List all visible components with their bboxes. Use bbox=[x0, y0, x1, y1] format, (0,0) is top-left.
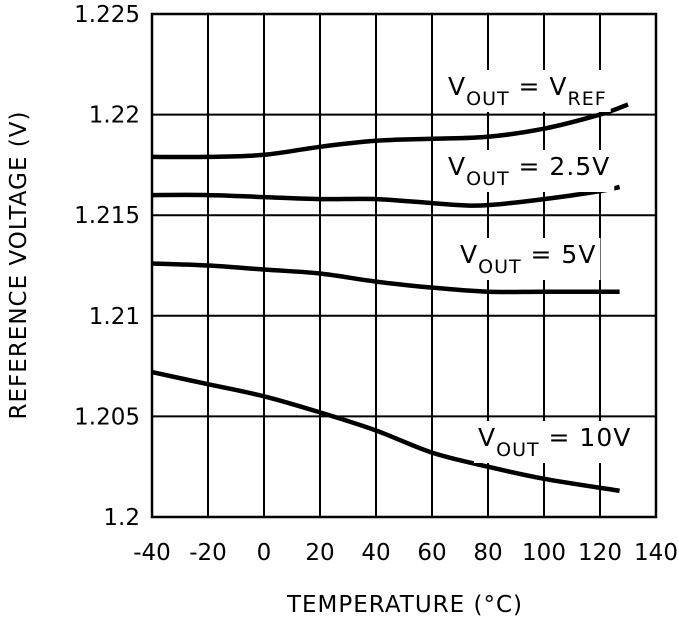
series-label-text: = 2.5V bbox=[510, 152, 611, 181]
series-label: VOUT = 10V​​ bbox=[478, 423, 631, 461]
series-label-text: = 5V bbox=[522, 240, 597, 269]
x-axis-title: TEMPERATURE (°C) bbox=[286, 592, 523, 618]
y-tick-label: 1.21 bbox=[89, 304, 140, 330]
series-labels: VOUT = VREF​VOUT = 2.5V​​VOUT = 5V​​VOUT… bbox=[444, 70, 636, 463]
series-label: VOUT = 2.5V​​ bbox=[448, 152, 610, 190]
y-tick-label: 1.215 bbox=[74, 203, 140, 229]
tick-labels: -40 -20 0 20 40 60 80 100 120 140 1.2 1.205 1.21 1.21… bbox=[74, 2, 678, 566]
series-label-text: V bbox=[478, 423, 496, 452]
series-label-text: V bbox=[448, 152, 466, 181]
x-tick-label: -40 bbox=[133, 540, 171, 566]
series-label-subscript: REF bbox=[568, 88, 607, 110]
series-lines bbox=[151, 102, 629, 494]
y-tick-label: 1.2 bbox=[103, 505, 140, 531]
series-label-text: V bbox=[460, 240, 478, 269]
x-tick-label: 20 bbox=[305, 540, 334, 566]
series-label-text: V bbox=[448, 72, 466, 101]
series-label-subscript: OUT bbox=[496, 439, 539, 461]
series-label-text: = 10V bbox=[540, 423, 632, 452]
series-line bbox=[151, 184, 621, 208]
series-label-subscript: OUT bbox=[466, 88, 509, 110]
x-tick-label: 140 bbox=[634, 540, 678, 566]
x-tick-label: 80 bbox=[473, 540, 502, 566]
x-tick-label: 0 bbox=[257, 540, 272, 566]
y-tick-label: 1.225 bbox=[74, 2, 140, 28]
series-line bbox=[151, 261, 620, 295]
series-line bbox=[151, 102, 629, 160]
series-label-text: = V bbox=[510, 72, 568, 101]
series-label: VOUT = VREF​ bbox=[448, 72, 607, 110]
series-label-background bbox=[444, 70, 611, 112]
x-tick-label: 100 bbox=[522, 540, 566, 566]
y-tick-label: 1.205 bbox=[74, 404, 140, 430]
series-label-background bbox=[456, 238, 601, 280]
y-axis-title: REFERENCE VOLTAGE (V) bbox=[6, 111, 32, 420]
series-label-background bbox=[444, 150, 615, 192]
x-tick-label: 40 bbox=[361, 540, 390, 566]
x-tick-label: 120 bbox=[578, 540, 622, 566]
x-tick-label: 60 bbox=[417, 540, 446, 566]
y-tick-label: 1.22 bbox=[89, 103, 140, 129]
series-label-background bbox=[474, 421, 636, 463]
series-label: VOUT = 5V​​ bbox=[460, 240, 596, 278]
x-tick-label: -20 bbox=[189, 540, 227, 566]
series-label-subscript: OUT bbox=[478, 256, 521, 278]
grid bbox=[150, 12, 658, 519]
series-label-subscript: OUT bbox=[466, 168, 509, 190]
series-line bbox=[151, 369, 620, 494]
